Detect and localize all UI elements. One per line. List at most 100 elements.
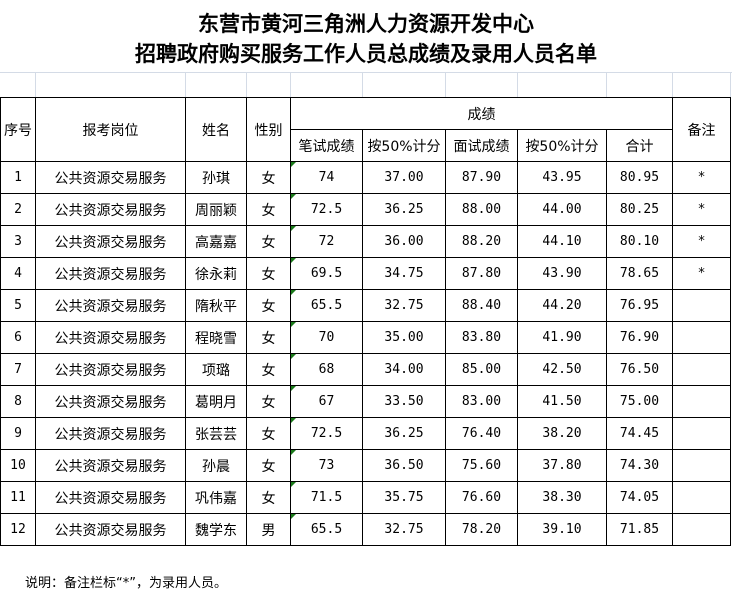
cell-interview: 88.40 — [445, 289, 518, 322]
header-written50: 按50%计分 — [362, 129, 446, 162]
cell-name: 魏学东 — [185, 513, 247, 546]
cell-written: 70 — [290, 321, 363, 354]
cell-position: 公共资源交易服务 — [35, 225, 186, 258]
cell-name: 徐永莉 — [185, 257, 247, 290]
cell-name: 高嘉嘉 — [185, 225, 247, 258]
cell-gender: 女 — [246, 257, 291, 290]
cell-written: 65.5 — [290, 513, 363, 546]
cell-interview: 76.60 — [445, 481, 518, 514]
cell-total: 80.95 — [606, 161, 673, 194]
cell-written: 72.5 — [290, 417, 363, 450]
cell-name: 张芸芸 — [185, 417, 247, 450]
cell-position: 公共资源交易服务 — [35, 417, 186, 450]
cell-gender: 男 — [246, 513, 291, 546]
cell-position: 公共资源交易服务 — [35, 193, 186, 226]
cell-gender: 女 — [246, 321, 291, 354]
cell-interview50: 43.90 — [517, 257, 607, 290]
header-written: 笔试成绩 — [290, 129, 363, 162]
cell-name: 程晓雪 — [185, 321, 247, 354]
cell-name: 隋秋平 — [185, 289, 247, 322]
cell-seq: 11 — [0, 481, 36, 514]
cell-written: 65.5 — [290, 289, 363, 322]
title-line1: 东营市黄河三角洲人力资源开发中心 — [198, 11, 534, 36]
cell-written: 72 — [290, 225, 363, 258]
cell-total: 74.45 — [606, 417, 673, 450]
table-row: 8 公共资源交易服务 葛明月女 67 33.50 83.00 41.50 75.00 — [0, 385, 731, 418]
cell-interview: 83.00 — [445, 385, 518, 418]
cell-written50: 32.75 — [362, 513, 446, 546]
cell-gender: 女 — [246, 353, 291, 386]
cell-gender: 女 — [246, 449, 291, 482]
table-row: 11 公共资源交易服务 巩伟嘉女 71.5 35.75 76.60 38.30 74.05 — [0, 481, 731, 514]
table-row: 9 公共资源交易服务 张芸芸女 72.5 36.25 76.40 38.20 74.45 — [0, 417, 731, 450]
cell-gender: 女 — [246, 161, 291, 194]
cell-total: 75.00 — [606, 385, 673, 418]
table-row: 10 公共资源交易服务 孙晨女 73 36.50 75.60 37.80 74.30 — [0, 449, 731, 482]
table-row: 6 公共资源交易服务 程晓雪女 70 35.00 83.80 41.90 76.90 — [0, 321, 731, 354]
cell-written: 73 — [290, 449, 363, 482]
cell-interview: 75.60 — [445, 449, 518, 482]
cell-interview50: 38.20 — [517, 417, 607, 450]
cell-total: 74.05 — [606, 481, 673, 514]
cell-interview50: 44.10 — [517, 225, 607, 258]
cell-written: 72.5 — [290, 193, 363, 226]
cell-total: 76.50 — [606, 353, 673, 386]
cell-seq: 2 — [0, 193, 36, 226]
cell-seq: 10 — [0, 449, 36, 482]
cell-written50: 34.00 — [362, 353, 446, 386]
header-scores: 成绩 — [290, 97, 673, 130]
cell-interview50: 43.95 — [517, 161, 607, 194]
cell-written50: 36.25 — [362, 193, 446, 226]
cell-name: 巩伟嘉 — [185, 481, 247, 514]
cell-interview: 87.80 — [445, 257, 518, 290]
table-row: 2 公共资源交易服务 周丽颖女 72.5 36.25 88.00 44.00 80.25 * — [0, 193, 731, 226]
header-gender: 性别 — [246, 97, 291, 162]
cell-position: 公共资源交易服务 — [35, 257, 186, 290]
header-remark: 备注 — [672, 97, 731, 162]
cell-interview: 87.90 — [445, 161, 518, 194]
cell-position: 公共资源交易服务 — [35, 161, 186, 194]
cell-total: 76.90 — [606, 321, 673, 354]
cell-written50: 35.00 — [362, 321, 446, 354]
cell-gender: 女 — [246, 225, 291, 258]
table-row: 3 公共资源交易服务 高嘉嘉女 72 36.00 88.20 44.10 80.10 * — [0, 225, 731, 258]
table-row: 4 公共资源交易服务 徐永莉女 69.5 34.75 87.80 43.90 78.65 * — [0, 257, 731, 290]
cell-gender: 女 — [246, 417, 291, 450]
cell-name: 孙琪 — [185, 161, 247, 194]
cell-name: 周丽颖 — [185, 193, 247, 226]
cell-remark: * — [672, 257, 731, 290]
cell-written50: 32.75 — [362, 289, 446, 322]
cell-written: 68 — [290, 353, 363, 386]
cell-interview50: 41.50 — [517, 385, 607, 418]
cell-remark — [672, 353, 731, 386]
header-interview50: 按50%计分 — [517, 129, 607, 162]
cell-gender: 女 — [246, 385, 291, 418]
cell-seq: 8 — [0, 385, 36, 418]
title-line2: 招聘政府购买服务工作人员总成绩及录用人员名单 — [135, 41, 597, 66]
cell-total: 80.25 — [606, 193, 673, 226]
cell-total: 80.10 — [606, 225, 673, 258]
cell-seq: 3 — [0, 225, 36, 258]
cell-gender: 女 — [246, 193, 291, 226]
cell-interview: 88.20 — [445, 225, 518, 258]
cell-position: 公共资源交易服务 — [35, 481, 186, 514]
note: 说明：备注栏标“*”，为录用人员。 — [25, 576, 227, 591]
cell-written: 67 — [290, 385, 363, 418]
cell-remark — [672, 417, 731, 450]
cell-remark — [672, 481, 731, 514]
cell-written50: 36.25 — [362, 417, 446, 450]
cell-written: 71.5 — [290, 481, 363, 514]
cell-gender: 女 — [246, 289, 291, 322]
cell-seq: 12 — [0, 513, 36, 546]
cell-seq: 7 — [0, 353, 36, 386]
cell-total: 76.95 — [606, 289, 673, 322]
cell-position: 公共资源交易服务 — [35, 385, 186, 418]
table-row: 12 公共资源交易服务 魏学东男 65.5 32.75 78.20 39.10 71.85 — [0, 513, 731, 546]
cell-remark — [672, 513, 731, 546]
cell-total: 71.85 — [606, 513, 673, 546]
cell-written: 74 — [290, 161, 363, 194]
cell-total: 74.30 — [606, 449, 673, 482]
cell-interview50: 37.80 — [517, 449, 607, 482]
cell-name: 孙晨 — [185, 449, 247, 482]
cell-seq: 4 — [0, 257, 36, 290]
